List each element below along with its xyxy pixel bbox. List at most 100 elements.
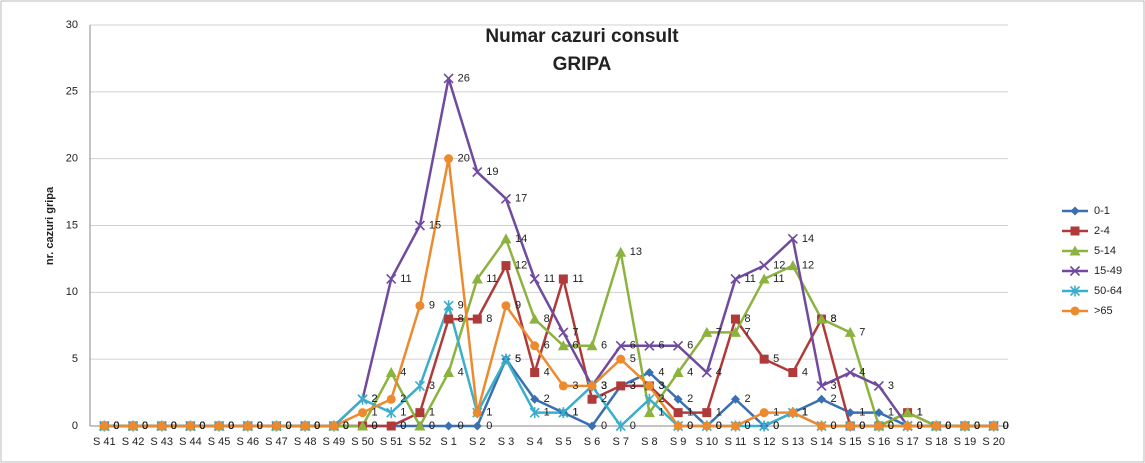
data-label: 0 [199,420,205,432]
marker [845,408,855,418]
x-tick-label: S 46 [236,436,259,448]
marker [989,421,999,431]
marker [472,314,482,324]
data-label: 4 [802,366,808,378]
data-label: 0 [285,420,291,432]
marker [644,381,654,391]
x-tick-label: S 11 [725,436,747,448]
data-label: 11 [744,273,755,285]
data-label: 0 [630,420,636,432]
marker [300,421,310,431]
marker [530,341,540,351]
marker [787,260,799,271]
data-label: 0 [1003,420,1009,432]
legend-marker [1069,245,1081,256]
marker [472,408,482,418]
marker [443,367,455,378]
marker [386,421,396,431]
data-label: 0 [343,420,349,432]
marker [873,380,884,391]
data-label: 0 [113,420,119,432]
marker [385,367,397,378]
data-label: 0 [171,420,177,432]
marker [357,393,368,405]
data-label: 2 [372,393,378,405]
marker [615,246,627,257]
data-label: 0 [773,420,779,432]
x-tick-label: S 8 [641,436,658,448]
data-label: 0 [859,420,865,432]
marker [845,367,856,378]
data-label: 0 [113,420,119,432]
data-label: 0 [716,420,722,432]
marker [587,421,597,431]
data-label: 1 [802,407,808,419]
marker [185,421,195,431]
x-tick-label: S 14 [810,436,833,448]
data-label: 2 [687,393,693,405]
marker [414,420,426,431]
marker [500,193,512,204]
data-label: 0 [113,420,119,432]
data-label: 1 [429,407,435,419]
marker [816,313,828,324]
data-label: 9 [458,300,464,312]
data-label: 0 [372,420,378,432]
data-label: 0 [917,420,923,432]
data-label: 0 [171,420,177,432]
data-label: 8 [458,313,464,325]
marker [616,381,626,391]
data-label: 0 [917,420,923,432]
marker [643,407,655,418]
data-label: 2 [400,393,406,405]
data-label: 0 [314,420,320,432]
data-label: 0 [400,420,406,432]
marker [673,394,683,404]
marker [529,313,541,324]
data-label: 0 [1003,420,1009,432]
marker [414,220,425,231]
marker [471,273,483,284]
marker [817,394,827,404]
marker [702,408,712,418]
marker [702,421,712,431]
data-label: 0 [257,420,263,432]
data-label: 0 [888,420,894,432]
data-label: 0 [285,420,291,432]
data-label: 0 [228,420,234,432]
legend-label: 0-1 [1094,205,1110,217]
marker [587,394,597,404]
x-tick-label: S 9 [670,436,687,448]
data-label: 1 [658,407,664,419]
marker [99,421,109,431]
marker [788,368,798,378]
data-label: 0 [228,420,234,432]
data-label: 19 [486,166,498,178]
data-label: 0 [945,420,951,432]
marker [472,166,483,178]
data-label: 0 [285,420,291,432]
data-label: 17 [515,193,527,205]
x-tick-label: S 16 [868,436,891,448]
data-label: 11 [400,273,411,285]
data-label: 6 [630,340,636,352]
data-label: 1 [716,407,722,419]
data-label: 0 [199,420,205,432]
data-label: 0 [142,420,148,432]
data-label: 0 [1003,420,1009,432]
x-tick-label: S 1 [440,436,457,448]
marker [386,407,397,419]
marker [672,367,684,378]
marker [673,340,684,351]
data-label: 1 [486,407,492,419]
y-tick-label: 30 [66,19,78,31]
data-label: 1 [917,407,923,419]
marker [530,368,540,378]
data-label: 0 [974,420,980,432]
marker [730,273,741,285]
data-label: 0 [228,420,234,432]
marker [386,273,397,285]
marker [730,394,740,404]
data-label: 6 [687,340,693,352]
marker [759,260,770,271]
